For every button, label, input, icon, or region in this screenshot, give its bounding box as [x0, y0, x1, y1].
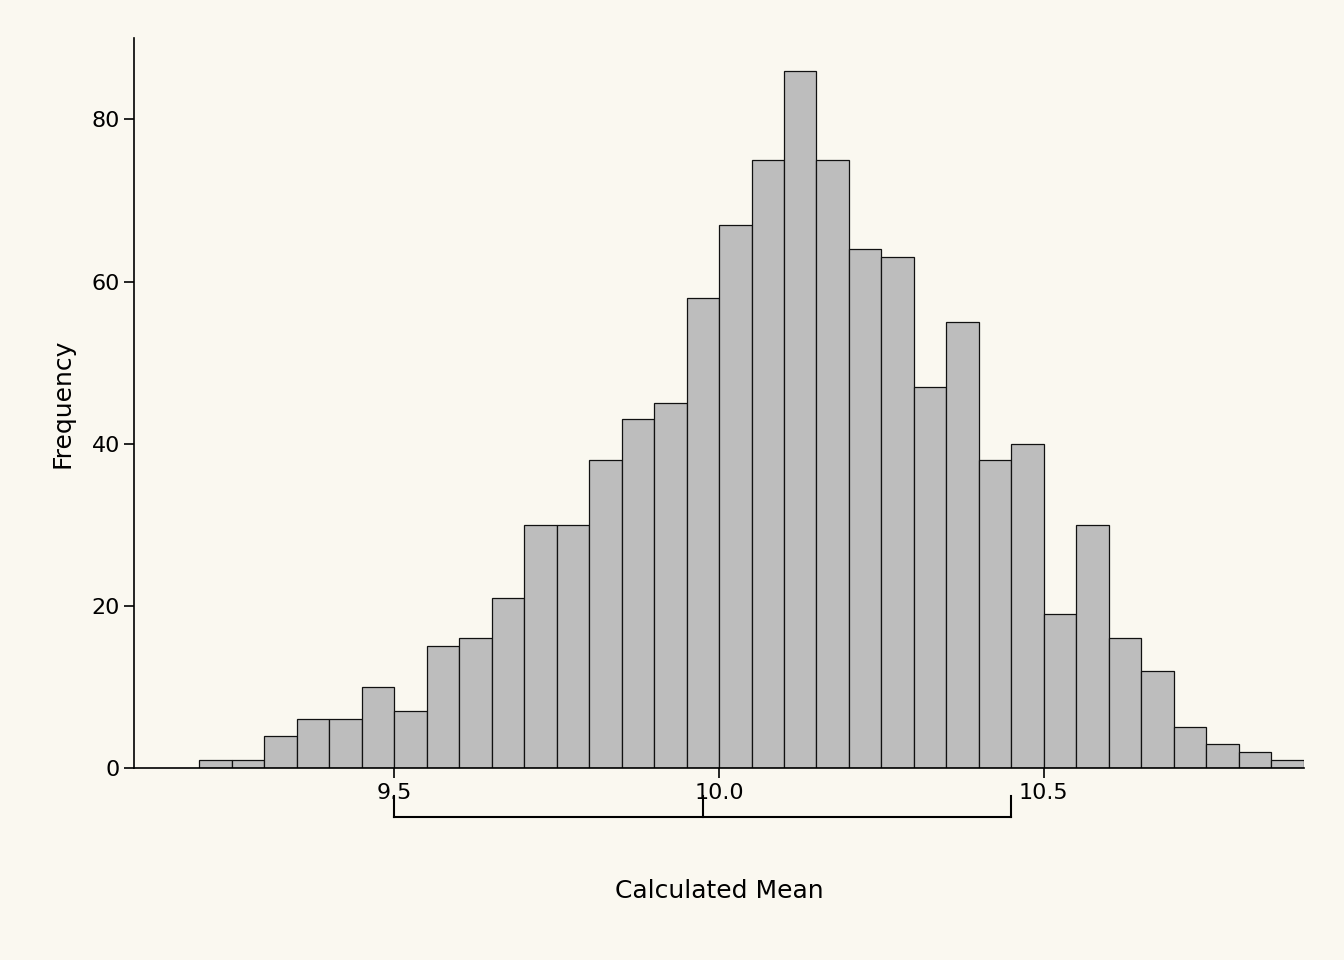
Bar — [914, 387, 946, 768]
Bar — [946, 323, 978, 768]
Bar — [816, 160, 849, 768]
Bar — [1271, 760, 1304, 768]
Bar — [978, 460, 1011, 768]
Bar — [524, 525, 556, 768]
Bar — [621, 420, 655, 768]
Y-axis label: Frequency: Frequency — [51, 339, 75, 468]
Bar — [362, 687, 394, 768]
Bar — [1206, 744, 1239, 768]
Bar — [233, 760, 265, 768]
Bar — [426, 646, 460, 768]
Bar — [1173, 728, 1206, 768]
Bar — [655, 403, 687, 768]
Bar — [297, 719, 329, 768]
X-axis label: Calculated Mean: Calculated Mean — [614, 879, 824, 903]
Bar — [556, 525, 589, 768]
Bar — [589, 460, 621, 768]
Bar — [1077, 525, 1109, 768]
Bar — [492, 598, 524, 768]
Bar — [394, 711, 427, 768]
Bar — [687, 298, 719, 768]
Bar — [719, 225, 751, 768]
Bar — [329, 719, 362, 768]
Bar — [1109, 638, 1141, 768]
Bar — [199, 760, 233, 768]
Bar — [265, 735, 297, 768]
Bar — [1044, 614, 1077, 768]
Bar — [849, 250, 882, 768]
Bar — [460, 638, 492, 768]
Bar — [784, 71, 816, 768]
Bar — [1011, 444, 1044, 768]
Bar — [751, 160, 784, 768]
Bar — [1141, 671, 1173, 768]
Bar — [1239, 752, 1271, 768]
Bar — [882, 257, 914, 768]
